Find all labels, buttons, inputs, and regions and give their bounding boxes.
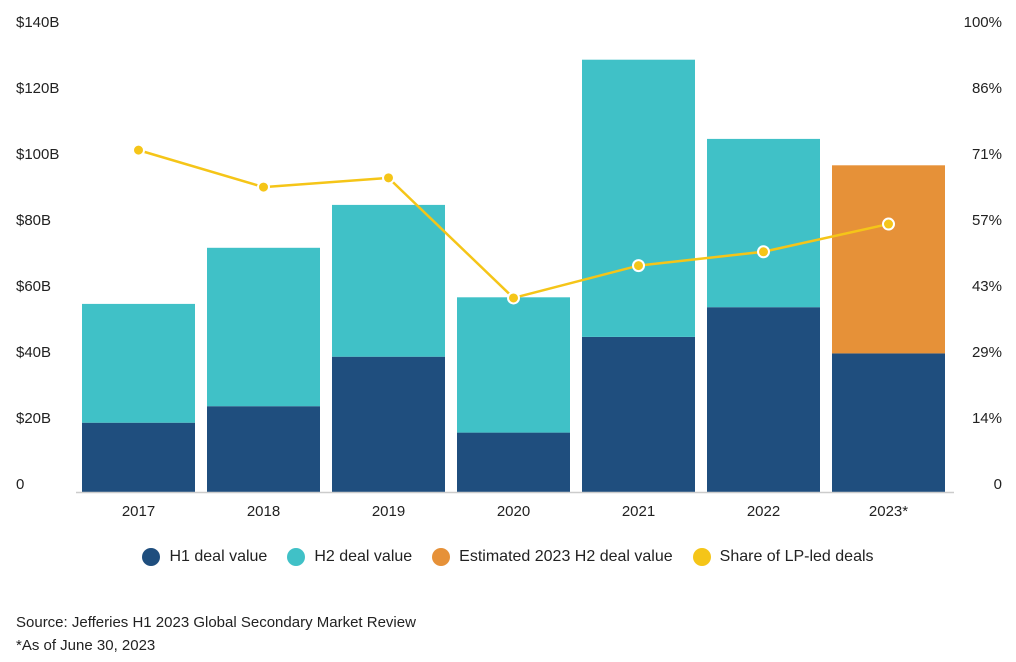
chart: 0 $20B $40B $60B $80B $100B $120B $140B 0 14% 29% 4… <box>16 14 1002 520</box>
bar-h2-2017 <box>82 303 195 423</box>
legend-label-h1: H1 deal value <box>169 548 268 565</box>
y-left-tick-label: 0 <box>16 476 24 493</box>
source-note: Source: Jefferies H1 2023 Global Seconda… <box>16 614 416 631</box>
bar-h1-2020 <box>457 432 570 492</box>
legend-label-estimated: Estimated 2023 H2 deal value <box>459 548 673 565</box>
legend-item-h1: H1 deal value <box>142 548 267 566</box>
legend-item-lp-share: Share of LP-led deals <box>692 548 874 566</box>
bar-h1-2018 <box>207 406 320 492</box>
bar-h2-2020 <box>457 297 570 433</box>
y-left-tick-label: $80B <box>16 212 51 229</box>
bar-h2-2021 <box>582 59 695 337</box>
y-right-tick-label: 100% <box>964 14 1002 31</box>
bar-h2-2018 <box>207 247 320 407</box>
y-right-tick-label: 29% <box>972 344 1002 361</box>
lp-share-point <box>382 171 395 185</box>
bar-h2-2019 <box>332 204 445 357</box>
lp-share-point <box>882 217 895 231</box>
y-right-tick-label: 71% <box>972 146 1002 163</box>
y-left-tick-label: $140B <box>16 14 59 31</box>
legend-swatch-h1 <box>142 548 161 566</box>
legend-label-h2: H2 deal value <box>314 548 413 565</box>
lp-share-point <box>132 143 145 157</box>
legend-item-estimated: Estimated 2023 H2 deal value <box>432 548 673 566</box>
lp-share-point <box>257 180 270 194</box>
y-left-tick-label: $60B <box>16 278 51 295</box>
y-left-tick-label: $120B <box>16 80 59 97</box>
x-tick-label: 2019 <box>372 503 405 520</box>
bar-h1-2021 <box>582 336 695 492</box>
y-right-tick-label: 14% <box>972 410 1002 427</box>
x-tick-label: 2023* <box>869 503 908 520</box>
y-left-tick-label: $20B <box>16 410 51 427</box>
legend-item-h2: H2 deal value <box>287 548 412 566</box>
bar-h1-2017 <box>82 422 195 492</box>
legend-label-lp-share: Share of LP-led deals <box>719 548 874 565</box>
legend-swatch-estimated <box>432 548 451 566</box>
legend-swatch-lp-share <box>692 548 711 566</box>
x-tick-label: 2018 <box>247 503 280 520</box>
y-right-tick-label: 86% <box>972 80 1002 97</box>
bar-estimated-h2-2023 <box>832 165 945 354</box>
lp-share-point <box>632 259 645 273</box>
x-tick-label: 2021 <box>622 503 655 520</box>
x-tick-label: 2017 <box>122 503 155 520</box>
y-right-tick-label: 43% <box>972 278 1002 295</box>
y-left-tick-label: $100B <box>16 146 59 163</box>
y-right-tick-label: 0 <box>994 476 1002 493</box>
x-tick-label: 2020 <box>497 503 530 520</box>
bar-h2-2022 <box>707 138 820 308</box>
bar-h1-2022 <box>707 307 820 492</box>
y-right-tick-label: 57% <box>972 212 1002 229</box>
bar-h1-2023 <box>832 353 945 492</box>
asof-note: *As of June 30, 2023 <box>16 637 156 654</box>
lp-share-point <box>507 291 520 305</box>
legend: H1 deal value H2 deal value Estimated 20… <box>0 548 1016 566</box>
legend-swatch-h2 <box>287 548 306 566</box>
lp-share-point <box>757 245 770 259</box>
x-tick-label: 2022 <box>747 503 780 520</box>
y-left-tick-label: $40B <box>16 344 51 361</box>
bar-h1-2019 <box>332 356 445 492</box>
